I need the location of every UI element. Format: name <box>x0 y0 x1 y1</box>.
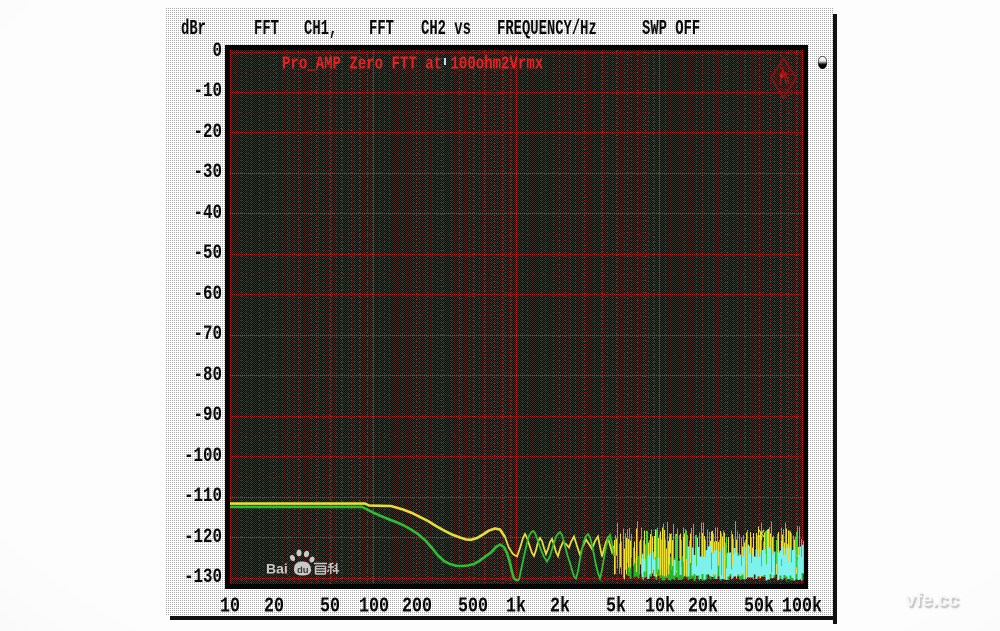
svg-text:Bai: Bai <box>266 561 288 577</box>
svg-text:du: du <box>297 565 309 576</box>
